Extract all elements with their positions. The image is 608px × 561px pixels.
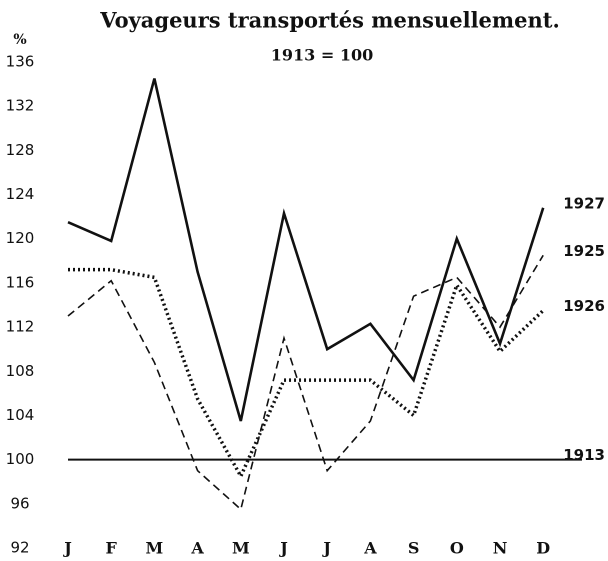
y-tick-label: 136: [6, 53, 35, 71]
chart-subtitle: 1913 = 100: [271, 46, 373, 65]
y-tick-label: 116: [6, 273, 35, 291]
x-tick-label: J: [278, 539, 288, 558]
y-tick-label: 100: [6, 450, 35, 468]
x-tick-label: O: [450, 539, 464, 558]
x-tick-label: A: [190, 539, 204, 558]
y-tick-label: 112: [6, 318, 35, 336]
x-tick-label: J: [62, 539, 72, 558]
series-label: 1926: [563, 297, 605, 315]
line-series: [67, 78, 545, 422]
y-tick-label: 96: [10, 494, 29, 512]
line-series: [67, 254, 544, 511]
x-tick-label: S: [408, 539, 420, 558]
x-tick-label: D: [536, 539, 550, 558]
x-tick-label: F: [106, 539, 118, 558]
chart-title: Voyageurs transportés mensuellement.: [99, 8, 560, 33]
x-tick-label: J: [321, 539, 331, 558]
y-tick-label: 104: [6, 406, 35, 424]
series-label: 1927: [563, 194, 605, 212]
y-tick-label: 92: [10, 539, 29, 557]
x-tick-label: N: [493, 539, 508, 558]
y-tick-label: 108: [6, 362, 35, 380]
x-tick-label: M: [146, 539, 164, 558]
x-tick-label: A: [363, 539, 377, 558]
series-label: 1913: [563, 446, 605, 464]
series-label: 1925: [563, 242, 605, 260]
line-series: [68, 267, 545, 481]
x-tick-label: M: [232, 539, 250, 558]
y-tick-label: 132: [6, 97, 35, 115]
y-tick-label: 120: [6, 229, 35, 247]
y-tick-label: 128: [6, 141, 35, 159]
y-axis-label: %: [13, 32, 26, 48]
y-tick-label: 124: [6, 185, 35, 203]
